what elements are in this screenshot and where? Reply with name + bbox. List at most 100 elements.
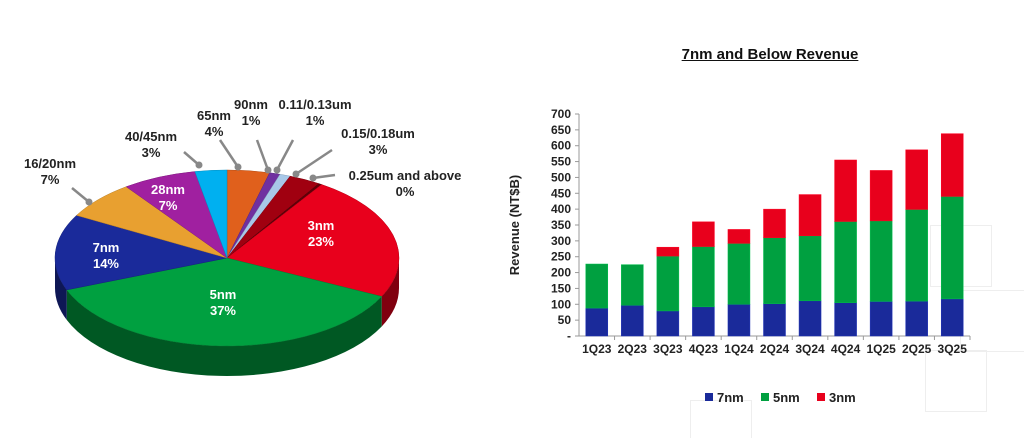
- bar-3nm-2Q25: [905, 149, 928, 210]
- pie-label-pct: 4%: [204, 124, 224, 139]
- pie-label-name: 40/45nm: [124, 129, 178, 144]
- pie-label-name: 16/20nm: [23, 156, 77, 171]
- legend-swatch-5nm: [761, 393, 769, 401]
- pie-label: 28nm 7%: [151, 182, 185, 214]
- bar-3nm-3Q25: [940, 133, 964, 197]
- pie-slice-7nm: [54, 215, 228, 291]
- leader-dot: [309, 174, 317, 182]
- pie-label-pct: 0%: [395, 184, 415, 199]
- pie-label-name: 65nm: [197, 108, 231, 123]
- y-tick-label: 300: [551, 234, 571, 248]
- pie-label-name: 90nm: [234, 97, 268, 112]
- pie-label: 40/45nm 3%: [125, 129, 177, 161]
- pie-label-pct: 3%: [141, 145, 161, 160]
- pie-label: 0.11/0.13um 1%: [279, 97, 352, 129]
- pie-label-pct: 7%: [40, 172, 60, 187]
- x-tick-label: 3Q24: [795, 342, 825, 356]
- y-tick-label: 700: [551, 107, 571, 121]
- bar-5nm-1Q24: [727, 243, 751, 305]
- pie-label-name: 28nm: [151, 182, 185, 197]
- bar-3nm-1Q25: [869, 170, 893, 222]
- pie-label-name: 5nm: [209, 287, 237, 302]
- pie-label-name: 0.25um and above: [348, 168, 462, 183]
- leader-line: [218, 139, 240, 168]
- bar-3nm-2Q24: [763, 208, 786, 238]
- pie-label-pct: 1%: [305, 113, 325, 128]
- bar-7nm-1Q24: [727, 304, 751, 337]
- pie-side-5nm: [66, 289, 382, 377]
- y-tick-label: 400: [551, 202, 571, 216]
- bar-5nm-2Q23: [621, 264, 644, 306]
- y-tick-label: -: [567, 329, 571, 343]
- y-tick-label: 350: [551, 218, 571, 232]
- bar-5nm-2Q25: [905, 209, 928, 302]
- bar-3nm-4Q24: [834, 159, 857, 222]
- leader-line: [295, 148, 333, 176]
- y-tick-label: 600: [551, 139, 571, 153]
- y-tick-label: 650: [551, 123, 571, 137]
- x-tick-label: 1Q25: [866, 342, 896, 356]
- bar-7nm-3Q23: [656, 310, 680, 337]
- bar-3nm-4Q23: [692, 221, 715, 247]
- pie-label-name: 0.11/0.13um: [278, 97, 352, 112]
- leader-dot: [85, 198, 93, 206]
- pie-label-pct: 23%: [307, 234, 335, 249]
- y-tick-label: 150: [551, 281, 571, 295]
- pie-label-pct: 1%: [241, 113, 261, 128]
- bar-3nm-1Q24: [727, 229, 751, 244]
- pie-slice-40/45nm: [194, 169, 228, 259]
- pie-label: 90nm 1%: [234, 97, 268, 129]
- y-tick-label: 500: [551, 170, 571, 184]
- bar-7nm-4Q23: [692, 306, 715, 337]
- pie-label-name: 3nm: [307, 218, 335, 233]
- legend-swatch-3nm: [817, 393, 825, 401]
- y-axis-label: Revenue (NT$B): [507, 175, 522, 275]
- pie-slice-5nm: [66, 257, 383, 347]
- leader-line: [255, 139, 270, 171]
- pie-label-pct: 7%: [158, 198, 178, 213]
- pie-label: 16/20nm 7%: [24, 156, 76, 188]
- leader-line: [275, 139, 295, 171]
- x-tick-label: 2Q24: [760, 342, 790, 356]
- bar-7nm-4Q24: [834, 302, 857, 337]
- x-tick-label: 1Q24: [724, 342, 754, 356]
- bar-5nm-4Q23: [692, 246, 715, 308]
- y-tick-label: 550: [551, 155, 571, 169]
- background-tile: [690, 400, 752, 438]
- x-tick-label: 4Q23: [689, 342, 719, 356]
- pie-label-name: 7nm: [92, 240, 120, 255]
- leader-dot: [264, 166, 272, 174]
- y-tick-label: 250: [551, 250, 571, 264]
- bar-chart-title: 7nm and Below Revenue: [681, 46, 859, 63]
- pie-label: 3nm 23%: [308, 218, 335, 250]
- bar-5nm-3Q24: [798, 235, 822, 302]
- leader-dot: [234, 163, 242, 171]
- leader-dot: [292, 170, 300, 178]
- bar-5nm-1Q23: [585, 263, 609, 309]
- y-tick-label: 200: [551, 266, 571, 280]
- pie-side-7nm: [55, 258, 67, 320]
- pie-side-3nm: [381, 258, 399, 327]
- bar-5nm-3Q23: [656, 255, 680, 312]
- x-tick-label: 4Q24: [831, 342, 861, 356]
- leader-line: [312, 173, 336, 180]
- x-tick-label: 1Q23: [582, 342, 612, 356]
- pie-label: 5nm 37%: [210, 287, 237, 319]
- bar-7nm-2Q24: [763, 303, 786, 337]
- x-tick-label: 2Q23: [618, 342, 648, 356]
- background-tile: [925, 350, 987, 412]
- legend-label-3nm: 3nm: [829, 390, 856, 405]
- x-tick-label: 3Q23: [653, 342, 683, 356]
- bar-5nm-1Q25: [869, 220, 893, 302]
- bar-7nm-3Q24: [798, 300, 822, 337]
- background-tile: [930, 225, 992, 287]
- bar-5nm-4Q24: [834, 221, 857, 303]
- bar-7nm-2Q25: [905, 300, 928, 337]
- pie-label-pct: 37%: [209, 303, 237, 318]
- pie-label: 0.25um and above 0%: [349, 168, 462, 200]
- legend-label-5nm: 5nm: [773, 390, 800, 405]
- y-tick-label: 50: [558, 313, 572, 327]
- bar-7nm-1Q23: [585, 307, 609, 337]
- pie-label: 7nm 14%: [93, 240, 120, 272]
